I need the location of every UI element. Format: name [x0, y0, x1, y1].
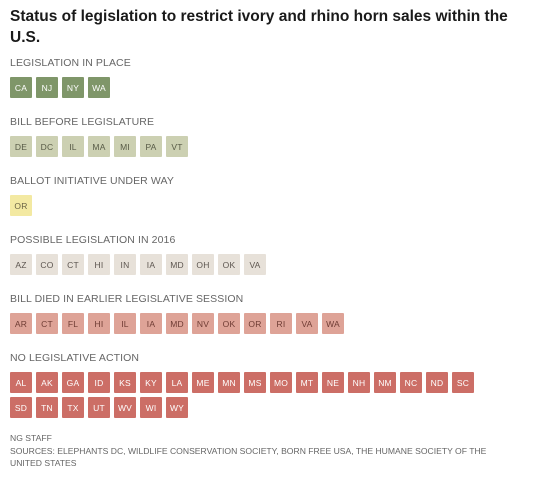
state-box: MI — [114, 136, 136, 157]
state-box: ME — [192, 372, 214, 393]
state-box: KY — [140, 372, 162, 393]
state-box: WA — [322, 313, 344, 334]
state-box: HI — [88, 254, 110, 275]
section-label: LEGISLATION IN PLACE — [10, 57, 131, 69]
state-box: OR — [10, 195, 32, 216]
state-box: SD — [10, 397, 32, 418]
credit: NG STAFF — [10, 433, 52, 443]
state-box: TN — [36, 397, 58, 418]
page-title: Status of legislation to restrict ivory … — [10, 8, 508, 46]
state-box: IN — [114, 254, 136, 275]
state-box: NV — [192, 313, 214, 334]
state-box: VT — [166, 136, 188, 157]
state-box: VA — [296, 313, 318, 334]
section-ballot-initiative: BALLOT INITIATIVE UNDER WAY OR — [10, 175, 524, 220]
state-box: MA — [88, 136, 110, 157]
state-box: NY — [62, 77, 84, 98]
state-box: WA — [88, 77, 110, 98]
state-list: AR CT FL HI IL IA MD NV OK OR RI VA WA — [10, 313, 500, 338]
state-box: CT — [36, 313, 58, 334]
state-box: HI — [88, 313, 110, 334]
state-box: OR — [244, 313, 266, 334]
state-box: NH — [348, 372, 370, 393]
state-box: ID — [88, 372, 110, 393]
state-list: AZ CO CT HI IN IA MD OH OK VA — [10, 254, 500, 279]
section-no-legislative-action: NO LEGISLATIVE ACTION AL AK GA ID KS KY LA ME MN… — [10, 352, 524, 422]
state-box: OK — [218, 313, 240, 334]
state-box: WY — [166, 397, 188, 418]
state-list: DE DC IL MA MI PA VT — [10, 136, 500, 161]
state-list: CA NJ NY WA — [10, 77, 500, 102]
section-label: BILL DIED IN EARLIER LEGISLATIVE SESSION — [10, 293, 244, 305]
state-box: TX — [62, 397, 84, 418]
section-label: POSSIBLE LEGISLATION IN 2016 — [10, 234, 176, 246]
state-box: GA — [62, 372, 84, 393]
state-box: OH — [192, 254, 214, 275]
section-label: NO LEGISLATIVE ACTION — [10, 352, 140, 364]
state-box: AL — [10, 372, 32, 393]
state-box: VA — [244, 254, 266, 275]
state-box: DE — [10, 136, 32, 157]
state-box: WI — [140, 397, 162, 418]
state-box: UT — [88, 397, 110, 418]
state-box: FL — [62, 313, 84, 334]
state-box: NC — [400, 372, 422, 393]
state-box: SC — [452, 372, 474, 393]
state-box: CO — [36, 254, 58, 275]
state-box: IA — [140, 254, 162, 275]
state-list: OR — [10, 195, 500, 220]
state-box: PA — [140, 136, 162, 157]
state-box: RI — [270, 313, 292, 334]
state-box: MT — [296, 372, 318, 393]
sources: SOURCES: ELEPHANTS DC, WILDLIFE CONSERVA… — [10, 445, 487, 469]
state-box: WV — [114, 397, 136, 418]
state-box: AR — [10, 313, 32, 334]
section-label: BILL BEFORE LEGISLATURE — [10, 116, 155, 128]
state-box: NJ — [36, 77, 58, 98]
state-box: KS — [114, 372, 136, 393]
state-box: NM — [374, 372, 396, 393]
state-box: MN — [218, 372, 240, 393]
state-box: IA — [140, 313, 162, 334]
state-box: LA — [166, 372, 188, 393]
state-box: AK — [36, 372, 58, 393]
state-box: MD — [166, 313, 188, 334]
state-box: MS — [244, 372, 266, 393]
state-list: AL AK GA ID KS KY LA ME MN MS MO MT NE NH NM NC ND SC SD TN… — [10, 372, 500, 422]
state-box: OK — [218, 254, 240, 275]
footer: NG STAFF SOURCES: ELEPHANTS DC, WILDLIFE… — [10, 432, 500, 470]
state-box: CT — [62, 254, 84, 275]
state-box: CA — [10, 77, 32, 98]
section-bill-died: BILL DIED IN EARLIER LEGISLATIVE SESSION… — [10, 293, 524, 338]
state-box: ND — [426, 372, 448, 393]
state-box: IL — [114, 313, 136, 334]
state-box: IL — [62, 136, 84, 157]
section-bill-before-legislature: BILL BEFORE LEGISLATURE DE DC IL MA MI PA VT — [10, 116, 524, 161]
state-box: NE — [322, 372, 344, 393]
state-box: AZ — [10, 254, 32, 275]
state-box: DC — [36, 136, 58, 157]
state-box: MD — [166, 254, 188, 275]
section-legislation-in-place: LEGISLATION IN PLACE CA NJ NY WA — [10, 57, 524, 102]
section-label: BALLOT INITIATIVE UNDER WAY — [10, 175, 174, 187]
section-possible-legislation: POSSIBLE LEGISLATION IN 2016 AZ CO CT HI IN I… — [10, 234, 524, 279]
state-box: MO — [270, 372, 292, 393]
